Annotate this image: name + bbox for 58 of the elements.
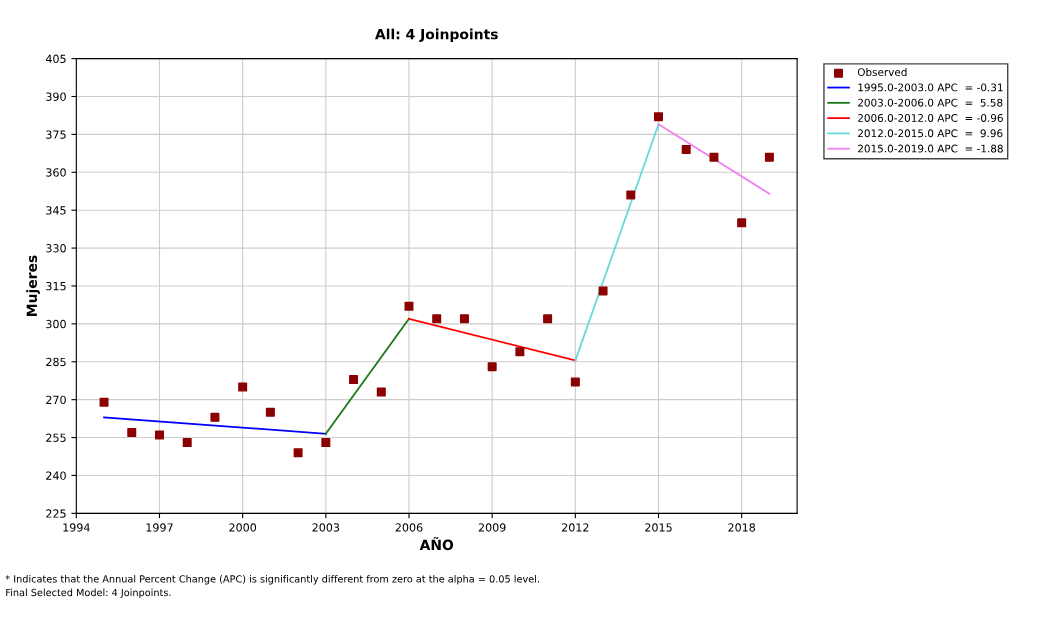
point [543, 314, 553, 324]
point [598, 286, 608, 296]
y-tick-label: 345 [46, 206, 66, 215]
legend-label: Observed [857, 67, 907, 77]
y-tick-label: 405 [45, 54, 66, 63]
point [404, 301, 414, 311]
x-tick-label: 2012 [562, 523, 589, 532]
y-tick-label: 255 [46, 433, 66, 442]
point [737, 218, 747, 228]
point [681, 145, 691, 155]
point [154, 430, 164, 440]
y-tick-label: 225 [46, 509, 66, 518]
point [459, 314, 469, 324]
point [238, 382, 248, 392]
point [570, 377, 580, 387]
x-tick-label: 2006 [395, 523, 423, 532]
y-tick-label: 270 [46, 395, 66, 405]
legend-label: 2006.0-2012.0 APC = -0.96 [858, 114, 1003, 122]
chart-title: All: 4 Joinpoints [375, 28, 498, 43]
point [321, 438, 331, 448]
point [626, 190, 636, 200]
legend-label: 1995.0-2003.0 APC = -0.31 [858, 83, 1003, 92]
legend-label: 2003.0-2006.0 APC = 5.58 [858, 98, 1003, 107]
x-axis-title: AÑO [419, 537, 454, 551]
y-tick-label: 240 [46, 471, 66, 480]
y-tick-label: 300 [46, 319, 66, 329]
point [99, 397, 109, 407]
x-tick-label: 2018 [728, 523, 756, 532]
point [293, 448, 303, 458]
y-tick-label: 330 [46, 244, 66, 253]
x-tick-label: 2009 [478, 523, 506, 532]
y-tick-label: 285 [46, 357, 66, 367]
point [487, 362, 497, 372]
point [432, 314, 442, 324]
text: * Indicates that the Annual Percent Change (APC) is significantly different from zero at the alpha = 0.05 level. [5, 575, 539, 585]
point [127, 428, 137, 438]
point [709, 152, 719, 162]
point [654, 112, 664, 122]
y-tick-label: 360 [46, 168, 66, 177]
x-tick-label: 1994 [63, 523, 90, 532]
x-tick-label: 1997 [146, 523, 173, 532]
y-axis-title: Mujeres [26, 255, 40, 316]
point [182, 438, 192, 448]
x-tick-label: 2015 [645, 523, 672, 532]
point [515, 347, 525, 357]
point [265, 407, 275, 417]
point [764, 152, 774, 162]
point [376, 387, 386, 397]
x-tick-label: 2003 [312, 523, 340, 532]
x-tick-label: 2000 [229, 523, 257, 532]
point [210, 412, 220, 422]
legend-label: 2015.0-2019.0 APC = -1.88 [858, 144, 1003, 153]
y-tick-label: 375 [46, 130, 66, 139]
y-tick-label: 390 [46, 92, 66, 101]
y-tick-label: 315 [46, 281, 66, 291]
point [349, 374, 359, 384]
legend-label: 2012.0-2015.0 APC = 9.96 [858, 129, 1003, 138]
text: Final Selected Model: 4 Joinpoints. [6, 588, 171, 599]
